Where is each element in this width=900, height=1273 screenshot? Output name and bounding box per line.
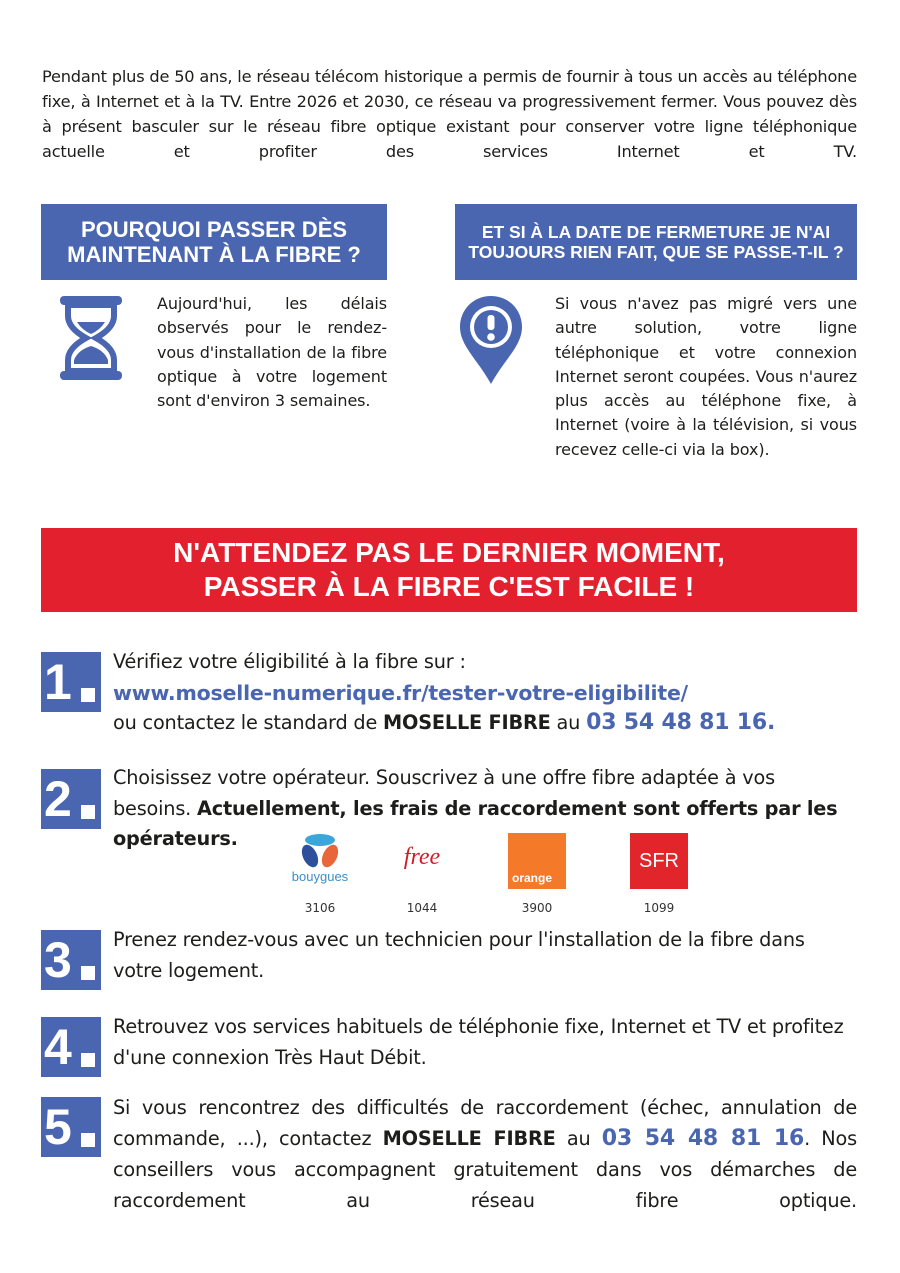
operator-bouygues: bouygues	[290, 832, 350, 892]
step-5-text: Si vous rencontrez des difficultés de ra…	[113, 1096, 857, 1150]
bouygues-number: 3106	[304, 901, 336, 915]
step-number-1: 1	[41, 652, 101, 712]
step-number-4: 4	[41, 1017, 101, 1077]
step-1-text: Vérifiez votre éligibilité à la fibre su…	[113, 650, 466, 673]
step-2-text: Choisissez votre opérateur. Souscrivez à…	[113, 766, 775, 820]
bouygues-logo: bouygues	[292, 834, 349, 884]
intro-paragraph: Pendant plus de 50 ans, le réseau téléco…	[42, 67, 857, 161]
banner-line2: passer à la fibre c'est facile !	[203, 571, 695, 602]
hourglass-icon	[60, 296, 122, 380]
right-section-header: Et si à la date de fermeture je n'ai touj…	[455, 204, 857, 280]
sfr-number: 1099	[643, 901, 675, 915]
right-title-line1: Et si à la date de fermeture je n'ai	[481, 221, 831, 242]
eligibility-link[interactable]: www.moselle-numerique.fr/tester-votre-el…	[113, 680, 688, 705]
left-title-line1: Pourquoi passer dès	[80, 216, 348, 242]
orange-logo: orange	[508, 833, 566, 889]
banner-line1: N'attendez pas le dernier moment,	[173, 537, 725, 568]
step-4-text: Retrouvez vos services habituels de télé…	[113, 1015, 844, 1069]
free-number: 1044	[406, 901, 438, 915]
sfr-logo: SFR	[630, 833, 688, 889]
free-logo: free	[403, 844, 441, 870]
phone-number[interactable]: 03 54 48 81 16.	[586, 710, 776, 735]
left-section-text: Aujourd'hui, les délais observés pour le…	[157, 294, 387, 411]
org-name: MOSELLE FIBRE	[383, 711, 551, 734]
svg-text:bouygues: bouygues	[292, 869, 349, 884]
step-number-5: 5	[41, 1097, 101, 1157]
org-name: MOSELLE FIBRE	[382, 1127, 556, 1150]
step-5: Si vous rencontrez des difficultés de ra…	[113, 1096, 857, 1212]
left-section-header: Pourquoi passer dès maintenant à la fibre…	[41, 204, 387, 280]
step-1: Vérifiez votre éligibilité à la fibre su…	[113, 647, 857, 739]
step-number-3: 3	[41, 930, 101, 990]
call-to-action-banner: N'attendez pas le dernier moment, passer…	[41, 528, 857, 612]
alert-pin-icon	[460, 296, 522, 384]
step-2: Choisissez votre opérateur. Souscrivez à…	[113, 763, 857, 855]
orange-number: 3900	[521, 901, 553, 915]
right-title-line2: toujours rien fait, que se passe-t-il ?	[468, 242, 844, 262]
step-number-2: 2	[41, 769, 101, 829]
phone-number[interactable]: 03 54 48 81 16	[601, 1126, 805, 1151]
step-3-text: Prenez rendez-vous avec un technicien po…	[113, 928, 805, 982]
right-section-text: Si vous n'avez pas migré vers une autre …	[555, 294, 857, 459]
step-2-bold-text: Actuellement, les frais de raccordement …	[113, 796, 838, 851]
left-title-line2: maintenant à la fibre ?	[67, 242, 361, 267]
